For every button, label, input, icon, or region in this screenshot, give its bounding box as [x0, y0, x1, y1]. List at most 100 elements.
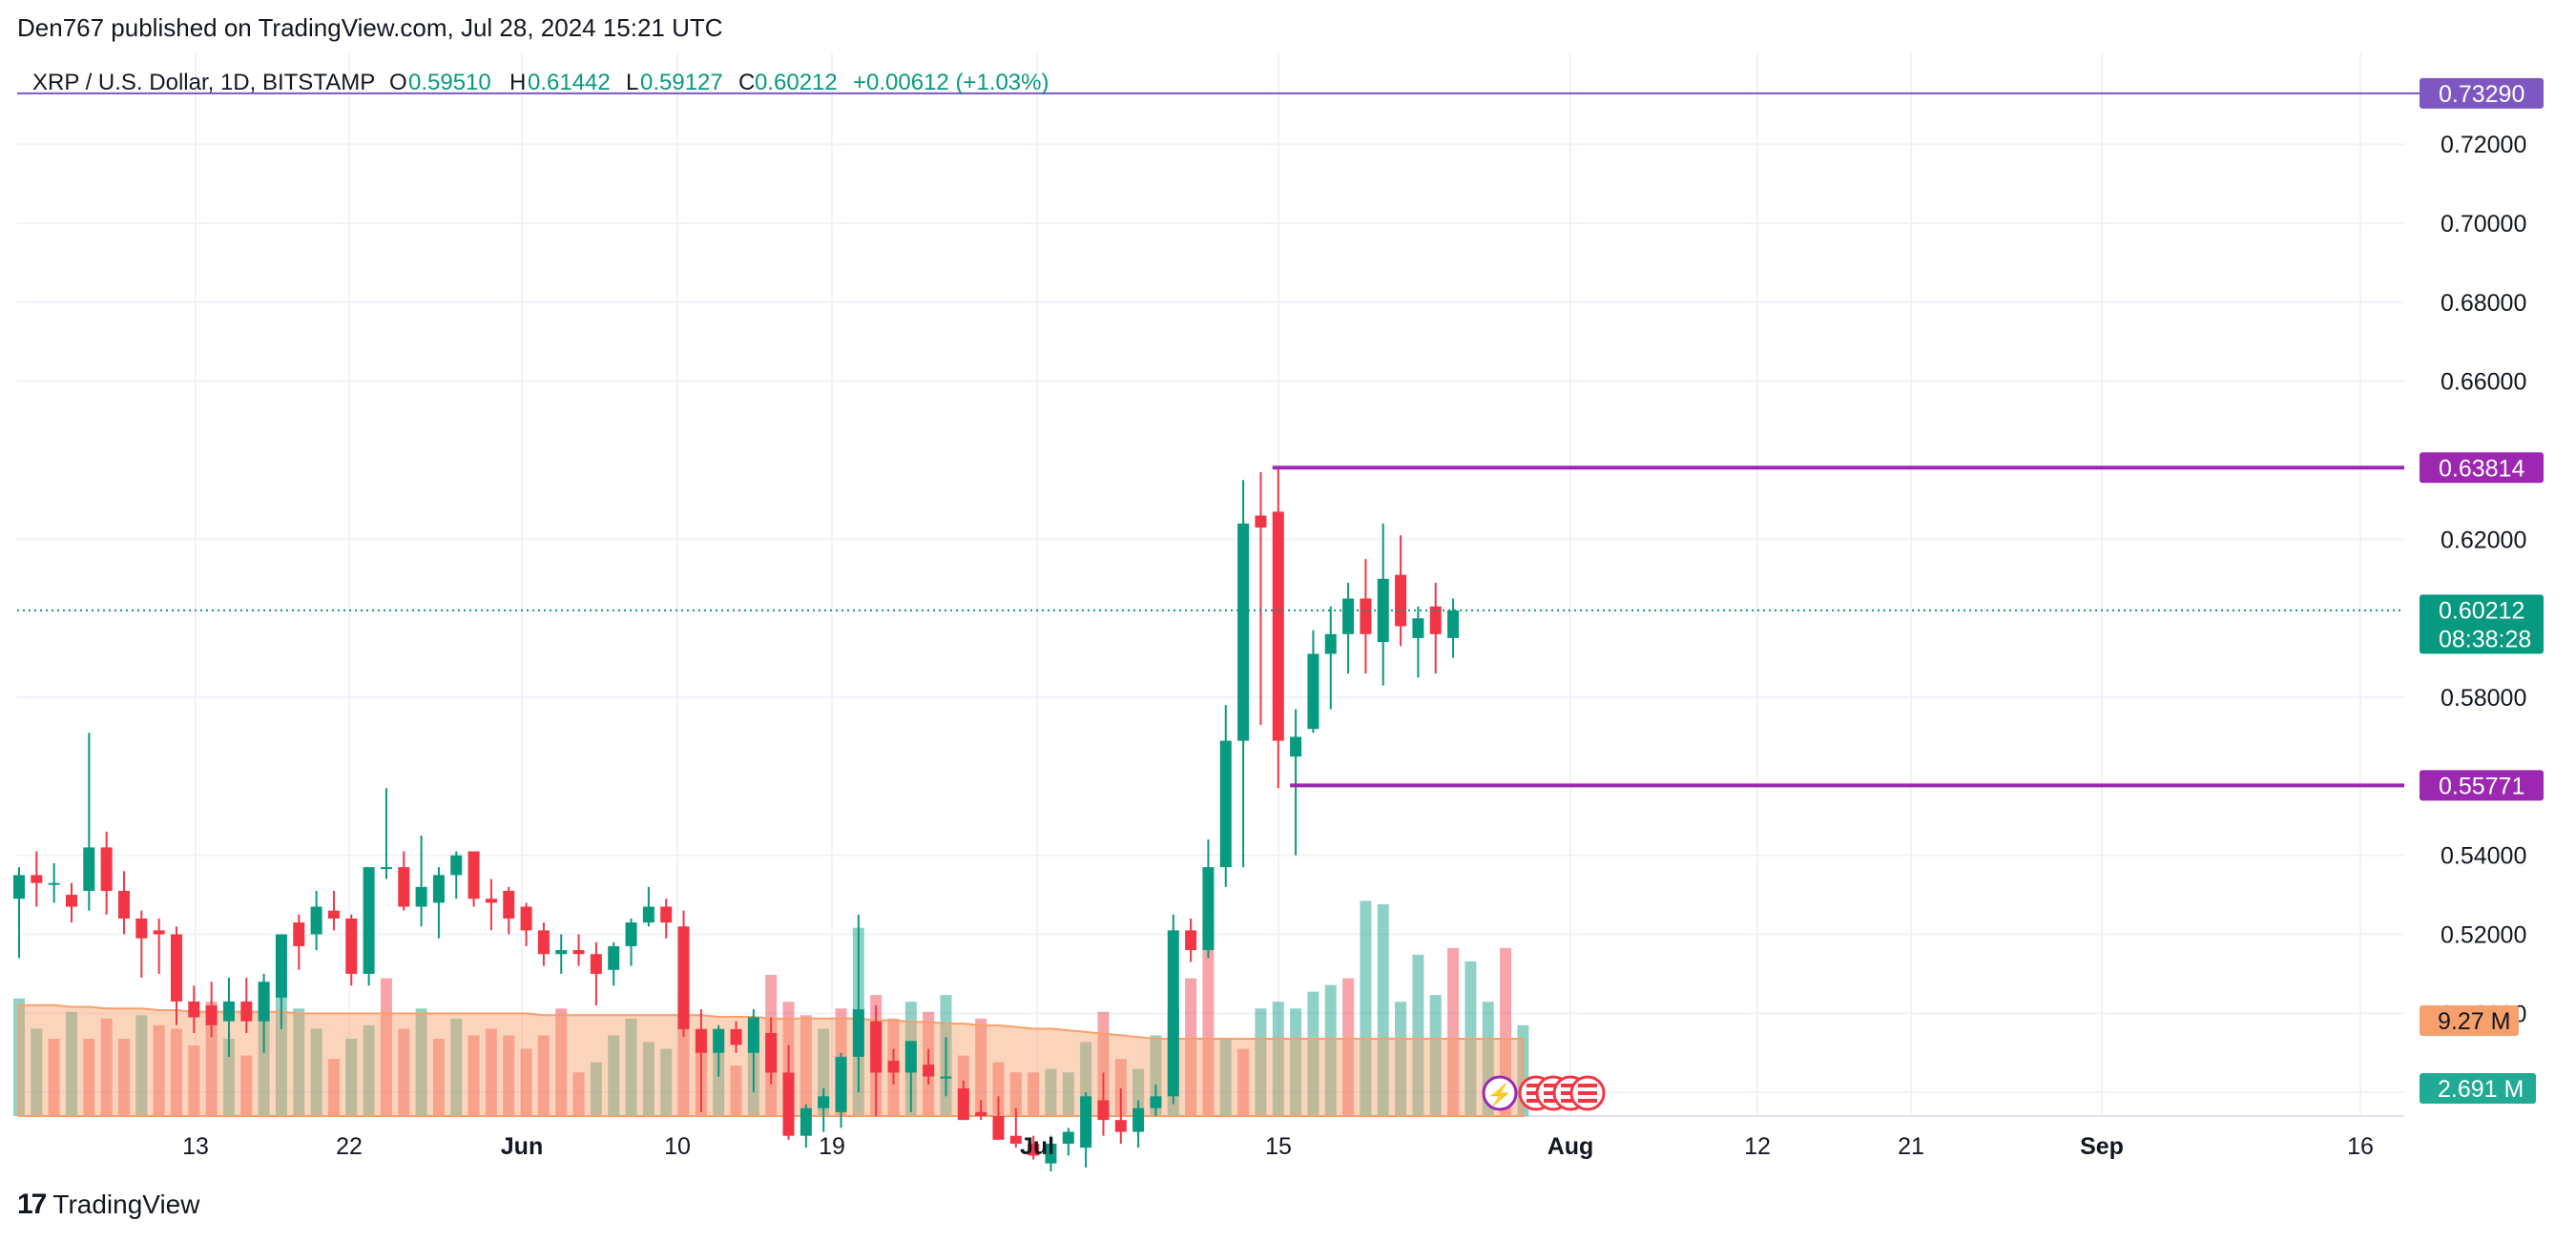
candle-body — [415, 886, 427, 907]
candle-body — [590, 954, 602, 974]
volume-bar — [1132, 1068, 1145, 1116]
candle-body — [65, 895, 77, 907]
candle-body — [537, 930, 550, 955]
volume-bar — [1272, 1002, 1284, 1116]
time-tick-label: 22 — [336, 1133, 363, 1160]
candle-body — [1342, 598, 1355, 634]
volume-bar — [1307, 991, 1319, 1116]
time-tick-label: Aug — [1548, 1133, 1594, 1160]
candle-body — [765, 1033, 778, 1073]
candle-body — [677, 926, 690, 1029]
volume-bar — [608, 1035, 620, 1116]
volume-bar — [293, 1008, 305, 1116]
price-label-tag — [2420, 770, 2544, 801]
volume-bar — [345, 1038, 358, 1116]
volume-bar — [135, 1015, 148, 1116]
symbol-legend: XRP / U.S. Dollar, 1D, BITSTAMP O 0.5951… — [32, 70, 1049, 95]
legend-high-label: H — [509, 70, 526, 95]
time-tick-label: Jun — [501, 1133, 543, 1160]
price-label-text: 0.55771 — [2439, 773, 2524, 799]
candle-body — [870, 1021, 883, 1073]
candle-body — [818, 1096, 830, 1108]
volume-bar — [1255, 1008, 1267, 1116]
legend-close-label: C — [738, 70, 755, 95]
dividend-event-icon — [1482, 1075, 1518, 1111]
volume-bar — [818, 1028, 830, 1116]
candle-body — [642, 906, 654, 923]
volume-bar — [503, 1035, 515, 1116]
volume-bar — [1360, 900, 1372, 1116]
horizontal-levels[interactable] — [1272, 465, 2404, 788]
flag-stripe — [1578, 1099, 1597, 1103]
candle-body — [1360, 598, 1372, 634]
candle-body — [13, 875, 25, 900]
candle-body — [555, 950, 568, 955]
candle-body — [660, 906, 673, 923]
legend-change: +0.00612 (+1.03%) — [853, 70, 1049, 95]
candle-body — [135, 918, 148, 939]
candle-body — [83, 847, 95, 891]
legend-low: 0.59127 — [640, 70, 723, 95]
candle-body — [1028, 1143, 1040, 1156]
volume-bar — [467, 1035, 480, 1116]
candle-body — [380, 867, 392, 870]
volume-bar — [660, 1048, 673, 1116]
volume-bar — [117, 1038, 130, 1116]
volume-bar — [1202, 914, 1215, 1116]
tradingview-brand[interactable]: 17 TradingView — [17, 1189, 199, 1221]
candle-body — [117, 890, 130, 919]
candle-body — [363, 867, 375, 974]
volume-bar — [555, 1008, 568, 1116]
volume-bar — [1045, 1068, 1057, 1116]
candle-body — [188, 1001, 200, 1018]
countdown-text: 08:38:28 — [2439, 626, 2531, 652]
candle-body — [293, 922, 305, 946]
candle-body — [887, 1061, 900, 1073]
price-tick-label: 0.72000 — [2441, 132, 2526, 158]
candle-body — [730, 1028, 742, 1045]
price-tick-label: 0.68000 — [2441, 290, 2526, 317]
candle-body — [48, 882, 60, 885]
price-tick-label: 0.52000 — [2441, 922, 2526, 949]
price-tick-label: 0.54000 — [2441, 843, 2526, 870]
price-tick-label: 0.70000 — [2441, 211, 2526, 238]
candle-body — [1324, 633, 1337, 654]
volume-bar — [1028, 1072, 1040, 1116]
flag-stripe — [1527, 1084, 1546, 1087]
volume-bar — [1097, 1011, 1110, 1116]
volume-bar — [275, 995, 287, 1116]
candle-body — [1062, 1131, 1074, 1144]
candle-body — [1272, 511, 1284, 741]
legend-close: 0.60212 — [755, 70, 838, 95]
candle-body — [310, 906, 322, 935]
candle-body — [1412, 618, 1424, 638]
price-label-tag — [2420, 594, 2544, 654]
publish-info: Den767 published on TradingView.com, Jul… — [17, 13, 723, 42]
candle-body — [345, 918, 358, 974]
candle-body — [450, 855, 463, 876]
candle-body — [782, 1072, 795, 1136]
price-axis[interactable]: 0.72000 0.70000 0.68000 0.66000 0.62000 0.580… — [2420, 77, 2544, 1107]
legend-symbol: XRP / U.S. Dollar, 1D, BITSTAMP — [32, 70, 375, 95]
volume-last-label: 2.691 M — [2438, 1076, 2524, 1103]
candle-body — [503, 890, 515, 919]
candle-body — [1255, 515, 1267, 527]
candle-body — [835, 1056, 847, 1112]
candle-body — [205, 1005, 218, 1025]
volume-bar — [1500, 947, 1512, 1116]
volume-bar — [1377, 904, 1389, 1116]
time-axis[interactable]: 13 22 Jun 10 19 Jul 15 Aug 12 21 Sep 16 — [182, 1133, 2374, 1160]
candle-body — [1097, 1100, 1110, 1121]
candle-body — [398, 867, 410, 907]
volume-bar — [188, 1045, 200, 1116]
volume-bar — [258, 995, 270, 1116]
candle-body — [625, 922, 637, 946]
candle-body — [432, 875, 445, 903]
volume-bar — [363, 1024, 375, 1116]
candle-body — [695, 1028, 707, 1053]
flag-stripe — [1544, 1099, 1563, 1103]
event-icons[interactable]: ⚡ — [1482, 1075, 1606, 1111]
price-tick-label: 0.62000 — [2441, 527, 2526, 553]
